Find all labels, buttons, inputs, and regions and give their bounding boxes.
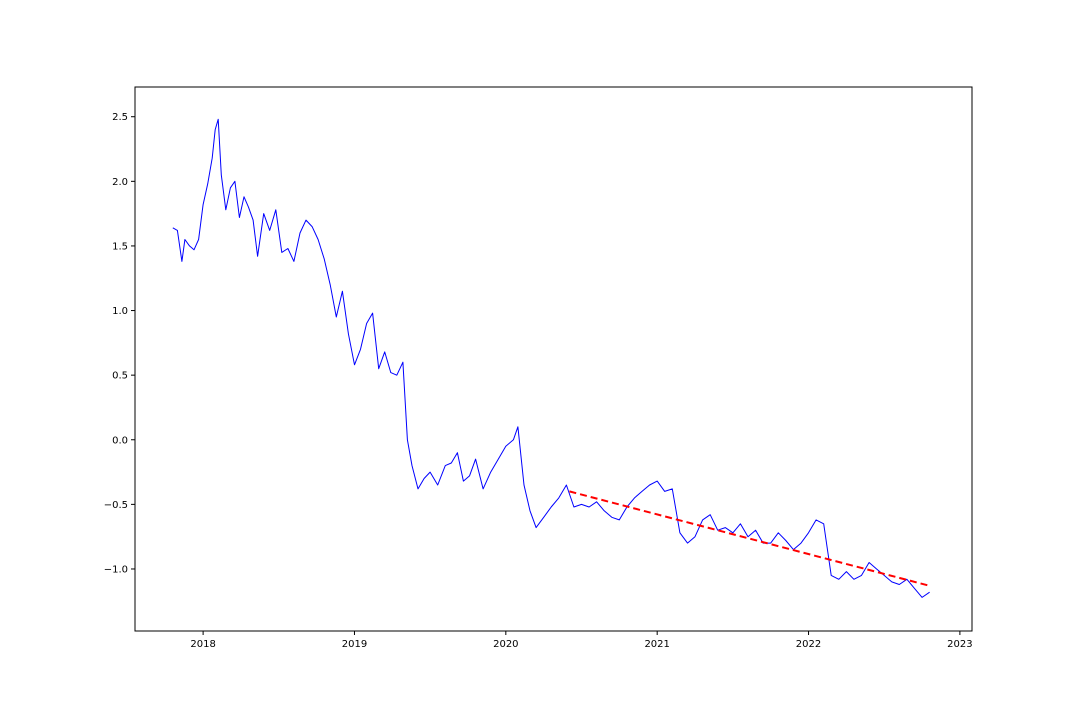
- price-line: [172, 118, 930, 598]
- plot-area: [135, 87, 972, 631]
- y-tick-label: 0.0: [112, 435, 128, 446]
- x-tick-label: 2018: [190, 639, 215, 650]
- y-tick-label: −1.0: [104, 564, 128, 575]
- y-tick-label: 1.0: [112, 306, 128, 317]
- x-tick-label: 2022: [796, 639, 821, 650]
- axes-frame: [134, 86, 973, 632]
- axes-layer: 2018 2019 2020 2021 2022 2023 2.5 2.0 1.5 1.0 0.5 0…: [104, 86, 973, 650]
- x-tick-label: 2020: [493, 639, 518, 650]
- y-tick-label: 2.0: [112, 177, 128, 188]
- trend-line: [569, 490, 930, 587]
- x-tick-label: 2023: [947, 639, 972, 650]
- x-tick-label: 2019: [342, 639, 367, 650]
- y-tick-label: −0.5: [104, 500, 128, 511]
- y-tick-label: 0.5: [112, 371, 128, 382]
- y-tick-label: 1.5: [112, 241, 128, 252]
- y-tick-label: 2.5: [112, 112, 128, 123]
- x-tick-label: 2021: [644, 639, 669, 650]
- series-layer: [172, 118, 930, 598]
